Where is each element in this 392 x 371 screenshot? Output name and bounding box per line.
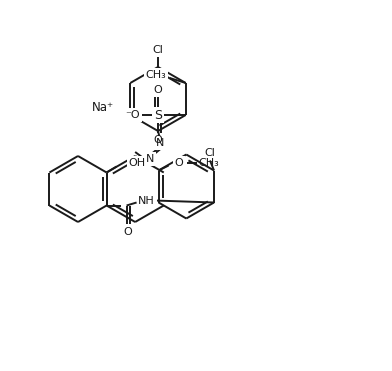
Text: Na⁺: Na⁺ <box>92 101 114 114</box>
Text: O: O <box>123 227 132 236</box>
Text: CH₃: CH₃ <box>198 158 219 167</box>
Text: O: O <box>153 135 162 145</box>
Text: N: N <box>146 154 154 164</box>
Text: S: S <box>154 108 162 121</box>
Text: NH: NH <box>138 196 155 206</box>
Text: O: O <box>174 158 183 167</box>
Text: Cl: Cl <box>205 148 216 158</box>
Text: ⁻O: ⁻O <box>125 110 140 120</box>
Text: Cl: Cl <box>152 45 163 55</box>
Text: CH₃: CH₃ <box>145 70 166 80</box>
Text: O: O <box>153 85 162 95</box>
Text: OH: OH <box>129 158 146 167</box>
Text: N: N <box>156 138 164 148</box>
